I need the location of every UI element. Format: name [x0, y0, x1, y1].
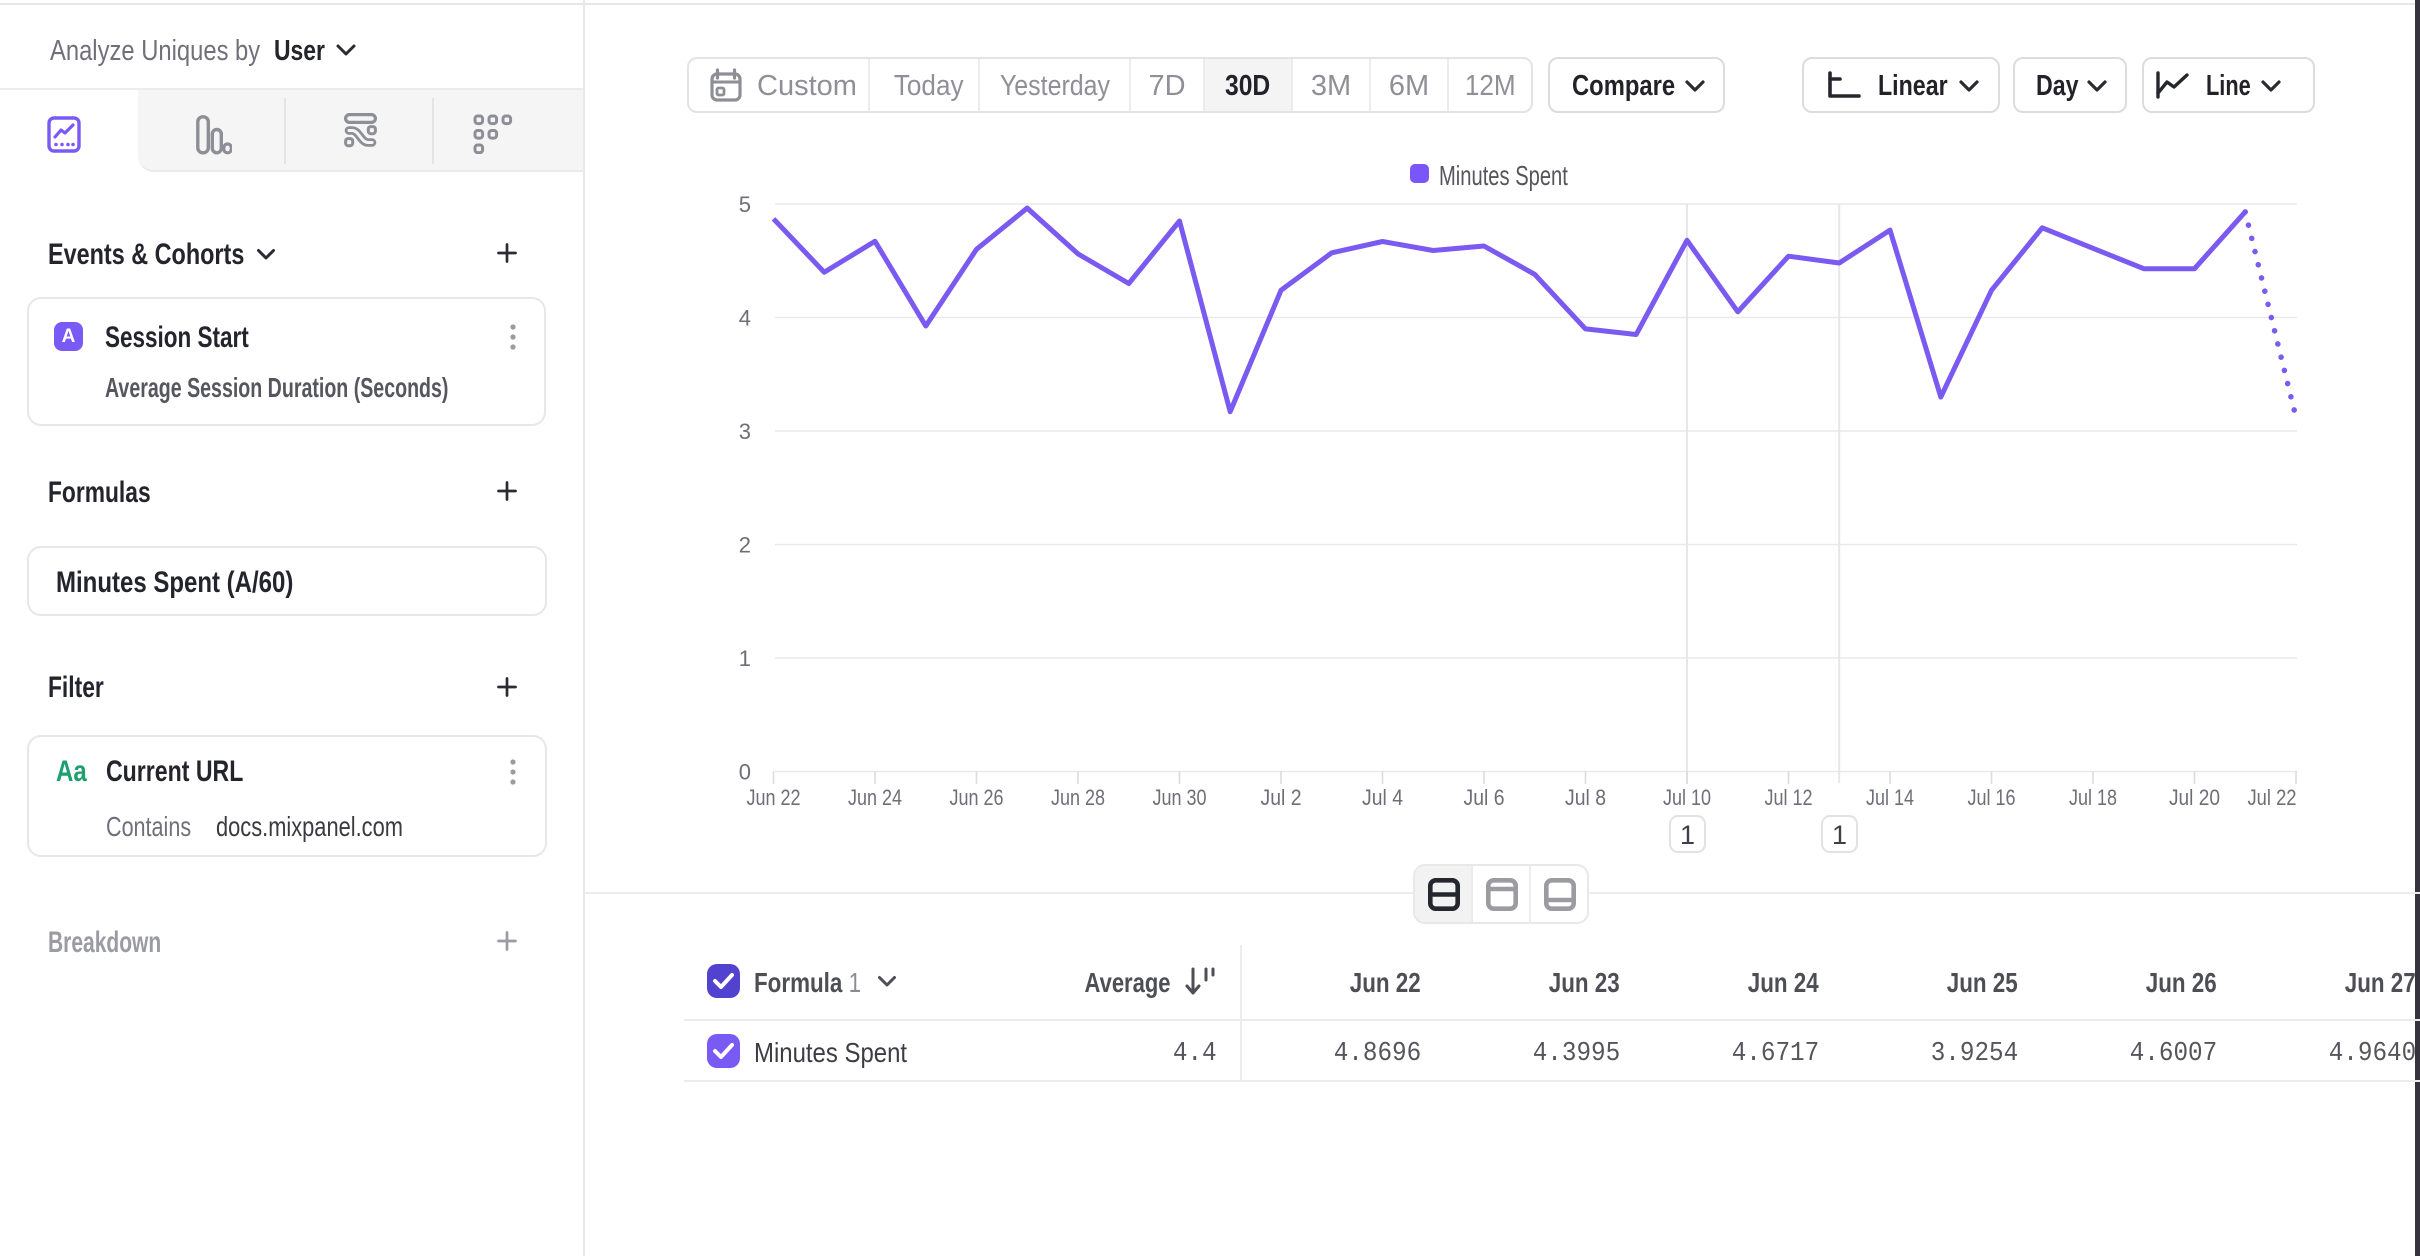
svg-text:Jul 22: Jul 22 — [2248, 785, 2297, 810]
svg-text:5: 5 — [739, 192, 751, 217]
svg-text:2: 2 — [739, 533, 751, 558]
svg-text:Jul 20: Jul 20 — [2169, 785, 2220, 810]
svg-text:3: 3 — [739, 419, 751, 444]
svg-text:Jun 26: Jun 26 — [950, 785, 1004, 810]
svg-text:0: 0 — [739, 760, 751, 785]
svg-text:Jun 28: Jun 28 — [1051, 785, 1105, 810]
svg-text:4: 4 — [739, 306, 751, 331]
svg-text:Jul 6: Jul 6 — [1464, 785, 1505, 810]
svg-text:Jul 16: Jul 16 — [1968, 785, 2016, 810]
svg-text:Jul 10: Jul 10 — [1663, 785, 1711, 810]
svg-text:Jun 30: Jun 30 — [1153, 785, 1207, 810]
svg-text:1: 1 — [739, 646, 751, 671]
svg-text:Jul 4: Jul 4 — [1362, 785, 1403, 810]
svg-text:Jul 8: Jul 8 — [1565, 785, 1606, 810]
svg-text:Jul 2: Jul 2 — [1261, 785, 1302, 810]
svg-text:Jun 24: Jun 24 — [848, 785, 902, 810]
svg-text:Jun 22: Jun 22 — [747, 785, 801, 810]
svg-text:Jul 12: Jul 12 — [1765, 785, 1813, 810]
svg-text:Jul 14: Jul 14 — [1866, 785, 1914, 810]
svg-text:Jul 18: Jul 18 — [2069, 785, 2117, 810]
